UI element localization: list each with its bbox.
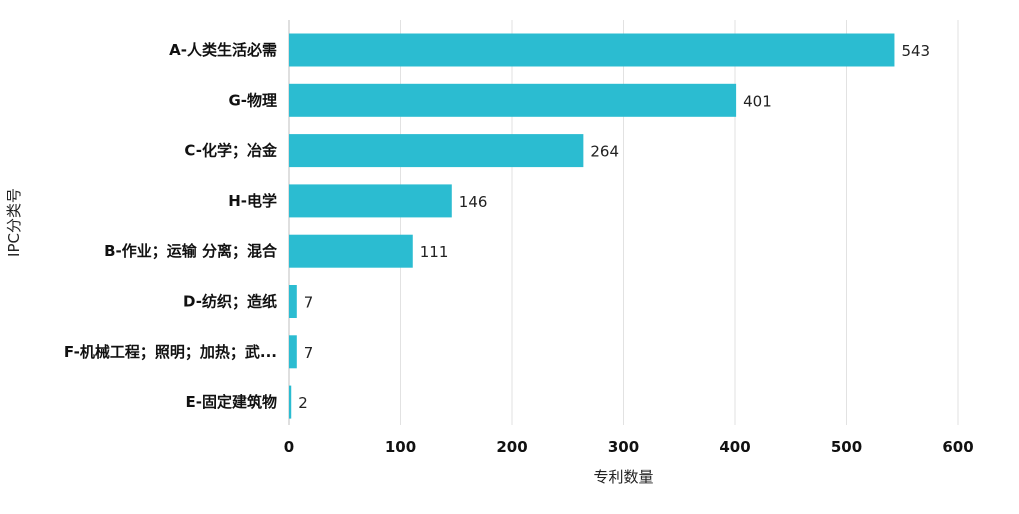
data-label: 7 (304, 294, 314, 312)
x-tick-label: 0 (284, 438, 294, 456)
category-label: D-纺织；造纸 (183, 293, 277, 311)
x-tick-label: 200 (496, 438, 527, 456)
category-label: A-人类生活必需 (169, 41, 277, 59)
category-label: F-机械工程；照明；加热；武... (64, 343, 277, 361)
category-label: C-化学；冶金 (184, 142, 278, 160)
category-label: H-电学 (228, 192, 277, 210)
data-label: 2 (298, 394, 308, 412)
data-label: 264 (590, 143, 619, 161)
bar (289, 134, 584, 168)
category-label: B-作业；运输 分离；混合 (104, 242, 278, 260)
x-tick-labels: 0 100 200 300 400 500 600 (284, 438, 974, 456)
value-labels: 543 401 264 146 111 7 7 2 (298, 42, 930, 412)
data-label: 111 (420, 243, 449, 261)
category-label: E-固定建筑物 (186, 393, 277, 411)
data-label: 146 (459, 193, 488, 211)
bars (289, 33, 895, 419)
x-tick-label: 400 (719, 438, 750, 456)
data-label: 7 (304, 344, 314, 362)
bar (289, 385, 292, 419)
x-tick-label: 300 (608, 438, 639, 456)
category-labels: A-人类生活必需 G-物理 C-化学；冶金 H-电学 B-作业；运输 分离；混合 D-纺织… (64, 41, 278, 411)
gridlines (288, 20, 959, 425)
category-label: G-物理 (228, 91, 277, 109)
x-tick-label: 100 (385, 438, 416, 456)
bar (289, 285, 297, 318)
bar (289, 184, 452, 218)
data-label: 401 (743, 92, 772, 110)
bar (289, 335, 297, 369)
bar (289, 33, 895, 67)
x-tick-label: 500 (831, 438, 862, 456)
x-axis-title: 专利数量 (593, 468, 653, 486)
bar (289, 234, 413, 268)
x-tick-label: 600 (942, 438, 973, 456)
y-axis-title: IPC分类号 (5, 188, 23, 257)
data-label: 543 (901, 42, 930, 60)
bar (289, 83, 737, 117)
